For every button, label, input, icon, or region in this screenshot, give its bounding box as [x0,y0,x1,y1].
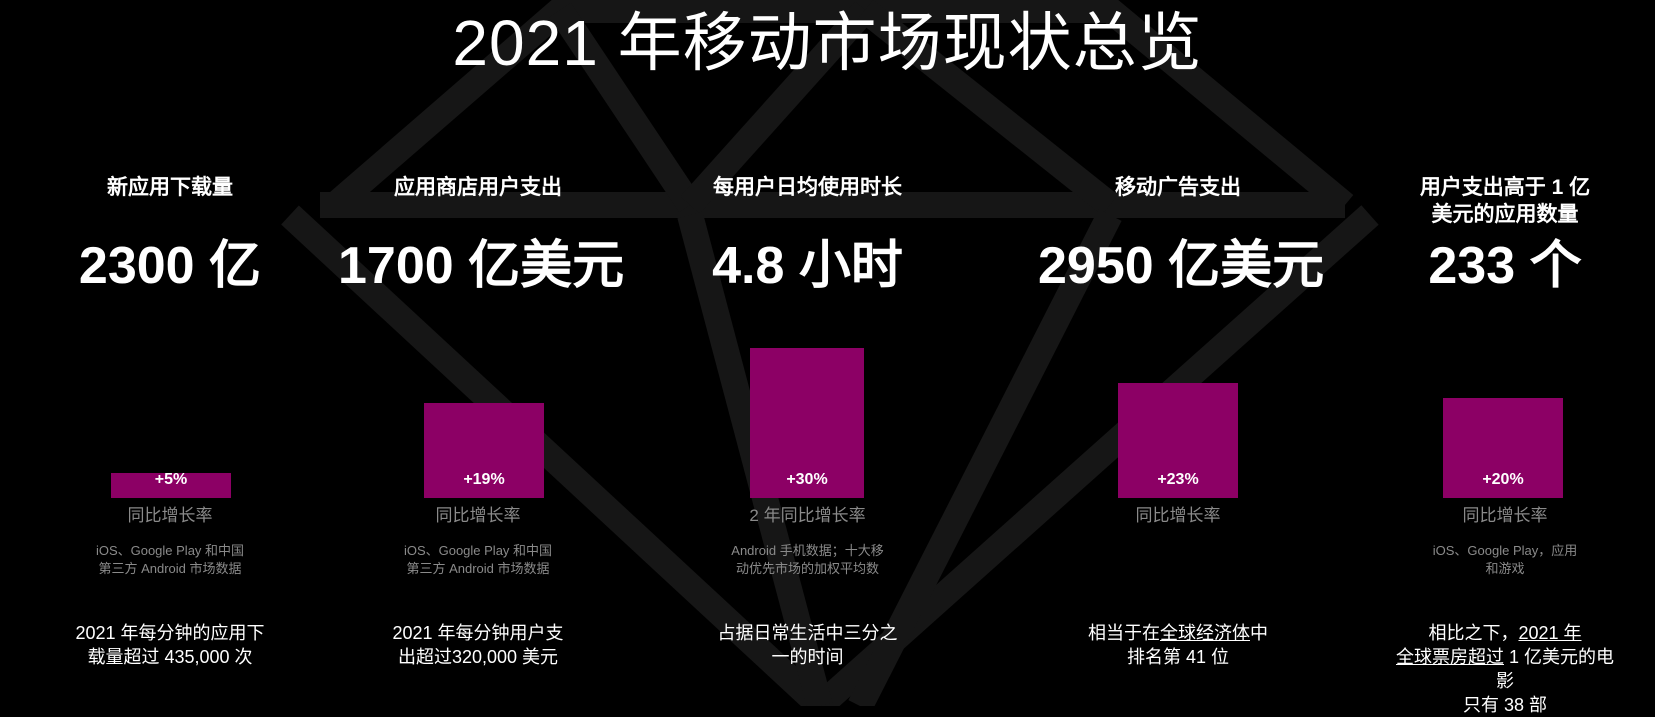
growth-bar-label: +20% [1482,471,1524,488]
metric-note: 2021 年每分钟用户支 出超过320,000 美元 [392,623,564,667]
global-box-office-link[interactable]: 全球票房超过 [1395,647,1504,667]
data-source: iOS、Google Play 和中国 第三方 Android 市场数据 [95,543,245,576]
growth-bar: +20% [1443,398,1563,498]
growth-caption: 2 年同比增长率 [749,506,866,525]
data-source: iOS、Google Play 和中国 第三方 Android 市场数据 [403,543,553,576]
data-source: Android 手机数据；十大移 动优先市场的加权平均数 [731,543,884,576]
metric-label: 新应用下载量 [107,176,233,199]
growth-bar-label: +5% [154,471,188,488]
growth-caption: 同比增长率 [127,506,213,525]
metric-label: 每用户日均使用时长 [713,176,902,199]
global-economies-link[interactable]: 全球经济体 [1160,623,1250,643]
metric-value: 4.8 小时 [712,237,903,295]
metric-note: 相当于在全球经济体中 排名第 41 位 [1088,623,1268,667]
growth-bar-label: +23% [1157,471,1199,488]
metric-value: 1700 亿美元 [338,237,625,295]
growth-bar-label: +30% [786,471,828,488]
metric-value: 2950 亿美元 [1038,237,1325,295]
growth-bar-label: +19% [463,471,505,488]
data-source: iOS、Google Play，应用 和游戏 [1432,543,1578,576]
metric-label: 用户支出高于 1 亿 美元的应用数量 [1419,176,1591,226]
metric-label: 应用商店用户支出 [394,176,562,199]
growth-caption: 同比增长率 [1462,506,1548,525]
metric-note: 2021 年每分钟的应用下 载量超过 435,000 次 [75,623,265,667]
growth-caption: 同比增长率 [1135,506,1221,525]
metric-value: 233 个 [1428,237,1582,295]
growth-bar: +23% [1118,383,1238,498]
growth-caption: 同比增长率 [435,506,521,525]
metric-note: 相比之下，2021 年 全球票房超过 1 亿美元的电影 只有 38 部 [1395,623,1614,715]
growth-bar: +30% [750,348,864,498]
growth-bar: +5% [111,471,231,498]
metric-value: 2300 亿 [78,237,262,295]
year-2021-link[interactable]: 2021 年 [1518,623,1582,643]
metric-note: 占据日常生活中三分之 一的时间 [717,623,898,667]
metric-label: 移动广告支出 [1115,176,1241,199]
page-title: 2021 年移动市场现状总览 [452,7,1203,79]
growth-bar: +19% [424,403,544,498]
